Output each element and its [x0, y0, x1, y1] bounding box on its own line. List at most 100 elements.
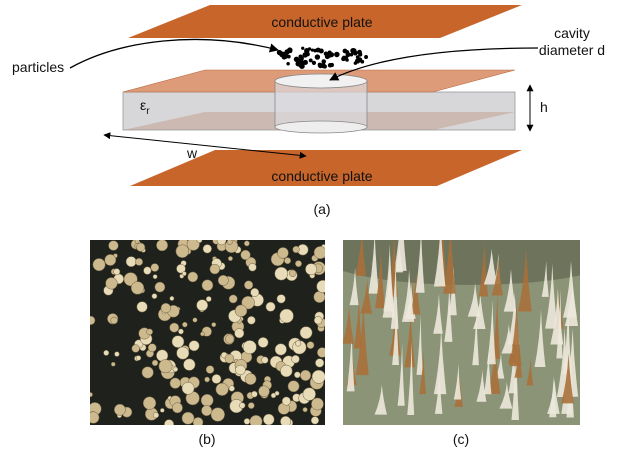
bead	[289, 270, 296, 277]
bead	[178, 329, 183, 334]
bead	[303, 407, 308, 412]
bead	[177, 347, 189, 359]
bead	[288, 381, 299, 392]
bead	[151, 264, 159, 272]
bead	[188, 272, 198, 282]
bead	[206, 366, 214, 374]
bead	[170, 296, 174, 300]
bead	[193, 318, 197, 322]
cavity-label-line2: diameter d	[539, 42, 605, 58]
bead	[137, 302, 148, 313]
bead	[106, 277, 118, 289]
bead	[251, 391, 257, 397]
bead	[182, 322, 187, 327]
bead	[250, 415, 262, 427]
bead	[104, 350, 109, 355]
particle	[357, 50, 362, 55]
bead	[148, 344, 156, 352]
bead	[93, 258, 105, 270]
bead	[136, 356, 141, 361]
particle	[312, 61, 316, 65]
bead	[307, 342, 314, 349]
bead	[244, 418, 250, 424]
caption-a: (a)	[313, 201, 330, 217]
bead	[284, 257, 290, 263]
bead	[275, 344, 287, 356]
bead	[131, 282, 144, 295]
bead	[244, 281, 253, 290]
particle	[334, 52, 340, 58]
bead	[159, 360, 172, 373]
particle	[321, 63, 325, 67]
particle	[299, 63, 305, 69]
particles-label: particles	[12, 59, 64, 75]
bead	[161, 303, 171, 313]
bead	[212, 322, 216, 326]
cavity-top	[275, 74, 367, 88]
bead	[311, 398, 323, 410]
bead	[277, 295, 286, 304]
bead	[271, 393, 276, 398]
bead	[153, 275, 157, 279]
bead	[182, 382, 194, 394]
bead	[88, 392, 92, 396]
bead	[275, 267, 288, 280]
bead	[300, 327, 312, 339]
bead	[228, 256, 232, 260]
bead	[225, 335, 234, 344]
bead	[205, 377, 210, 382]
bead	[236, 365, 246, 375]
particle	[344, 56, 349, 61]
bead	[227, 239, 232, 244]
particle	[325, 54, 330, 59]
bead	[258, 337, 268, 347]
particle	[345, 50, 349, 54]
bead	[153, 412, 159, 418]
bead	[160, 408, 164, 412]
particle	[284, 49, 289, 54]
bead	[86, 316, 95, 325]
bead	[211, 408, 225, 422]
caption-c: (c)	[453, 431, 469, 447]
bead	[303, 388, 316, 401]
bead	[147, 329, 153, 335]
bead	[170, 378, 181, 389]
bead	[294, 372, 300, 378]
particle	[309, 58, 313, 62]
bead	[295, 341, 301, 347]
bead	[212, 374, 221, 383]
cavity-bottom	[275, 121, 367, 133]
particle	[319, 48, 324, 53]
particle	[364, 55, 368, 59]
bead	[317, 280, 330, 293]
width-label: w	[186, 145, 198, 161]
bead	[176, 245, 189, 258]
bead	[317, 348, 327, 358]
height-label: h	[540, 99, 548, 115]
bead	[305, 264, 316, 275]
bead	[295, 260, 301, 266]
particle	[315, 54, 320, 59]
bead	[164, 420, 173, 429]
bead	[132, 345, 140, 353]
bead	[245, 373, 256, 384]
bead	[105, 254, 116, 265]
bead	[182, 412, 194, 424]
bead	[280, 365, 292, 377]
bead	[200, 332, 204, 336]
bead	[201, 405, 211, 415]
particle	[350, 48, 356, 54]
bead	[109, 241, 119, 251]
bead	[172, 403, 182, 413]
bead	[247, 316, 255, 324]
bead	[189, 341, 199, 351]
bead	[312, 370, 325, 383]
bead	[187, 238, 200, 251]
bead	[243, 340, 256, 353]
bead	[300, 370, 311, 381]
bead	[201, 394, 213, 406]
bead	[202, 280, 213, 291]
particle	[355, 58, 360, 63]
photo-c-shade	[320, 225, 620, 285]
bead	[263, 414, 274, 425]
